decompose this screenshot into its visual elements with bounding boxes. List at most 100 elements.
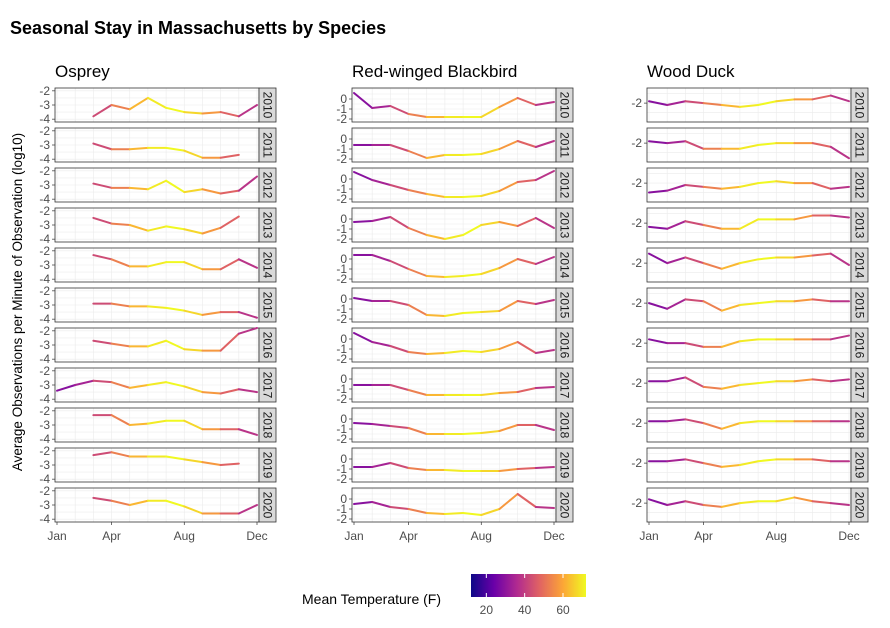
year-strip [555,447,574,483]
series-segment [237,175,258,192]
y-tick-label: 0 [340,252,347,266]
y-tick-label: -2 [631,216,642,230]
series-segment [219,332,240,352]
y-tick-label: -2 [39,204,50,218]
series-segment [480,148,501,155]
series-segment [666,220,687,230]
series-segment [407,189,428,195]
series-segment [92,254,113,261]
series-segment [811,298,832,303]
year-strip-label: 2020 [853,492,867,519]
series-segment [702,385,723,390]
series-segment [371,179,392,186]
series-segment [92,451,113,457]
y-tick-label: -4 [39,512,50,526]
series-segment [811,94,832,101]
series-segment [480,106,501,118]
y-tick-label: -2 [336,232,347,246]
series-segment [462,311,483,314]
year-strip [850,447,869,483]
panel-background [647,448,851,482]
year-strip-label: 2015 [261,292,275,319]
series-segment [237,428,258,436]
series-segment [371,341,392,347]
year-strip-label: 2010 [261,92,275,119]
x-tick-label: Jan [47,529,66,543]
x-tick-label: Apr [102,529,121,543]
y-tick-label: -4 [39,232,50,246]
series-segment [110,258,131,268]
y-tick-label: -2 [336,272,347,286]
y-tick-label: -3 [39,338,50,352]
y-tick-label: -4 [39,352,50,366]
y-tick-label: -4 [39,392,50,406]
series-segment [183,111,204,115]
series-segment [56,384,77,392]
series-segment [480,392,501,396]
y-tick-label: -2 [336,392,347,406]
y-tick-label: -4 [39,192,50,206]
series-segment [757,100,778,106]
series-segment [110,104,131,111]
y-tick-label: -2 [336,312,347,326]
year-strip-label: 2013 [853,212,867,239]
series-segment [720,185,741,190]
year-strip [258,247,277,283]
legend-tick-label: 40 [518,603,532,617]
y-tick-label: -2 [631,136,642,150]
y-tick-label: -2 [39,444,50,458]
series-segment [480,267,501,275]
series-segment [371,501,392,508]
series-segment [757,142,778,146]
series-segment [219,462,240,466]
series-segment [165,106,186,114]
series-segment [720,104,741,108]
panel-background [352,448,556,482]
series-segment [516,179,537,183]
series-segment [811,142,832,148]
series-segment [648,498,669,506]
y-tick-label: -2 [631,376,642,390]
year-strip-label: 2016 [853,332,867,359]
series-segment [201,461,222,466]
y-tick-label: -3 [39,98,50,112]
year-strip [258,207,277,243]
y-tick-label: -4 [39,432,50,446]
series-segment [74,379,95,386]
year-strip-label: 2016 [558,332,572,359]
series-segment [516,258,537,265]
series-segment [219,215,240,229]
series-segment [702,504,723,508]
series-segment [128,186,149,191]
y-tick-label: -1 [336,302,347,316]
series-segment [498,468,519,472]
series-segment [425,234,446,240]
series-segment [684,140,705,150]
y-tick-label: -1 [336,502,347,516]
series-segment [146,381,168,386]
series-segment [219,111,240,118]
y-tick-label: -2 [336,472,347,486]
series-segment [92,496,113,502]
series-segment [738,338,760,343]
year-strip-label: 2016 [261,332,275,359]
year-strip-label: 2017 [558,372,572,399]
series-segment [738,258,760,265]
y-tick-label: -2 [631,496,642,510]
series-segment [498,97,519,108]
series-segment [462,273,483,277]
series-segment [648,338,669,345]
series-segment [757,300,778,305]
y-tick-label: -3 [39,418,50,432]
series-segment [389,384,410,391]
x-tick-label: Aug [766,529,787,543]
series-segment [829,145,850,160]
series-segment [534,101,555,106]
series-segment [183,188,204,194]
y-tick-label: -2 [336,112,347,126]
year-strip [555,487,574,523]
y-tick-label: 0 [340,332,347,346]
y-tick-label: -2 [631,336,642,350]
series-segment [684,342,705,348]
